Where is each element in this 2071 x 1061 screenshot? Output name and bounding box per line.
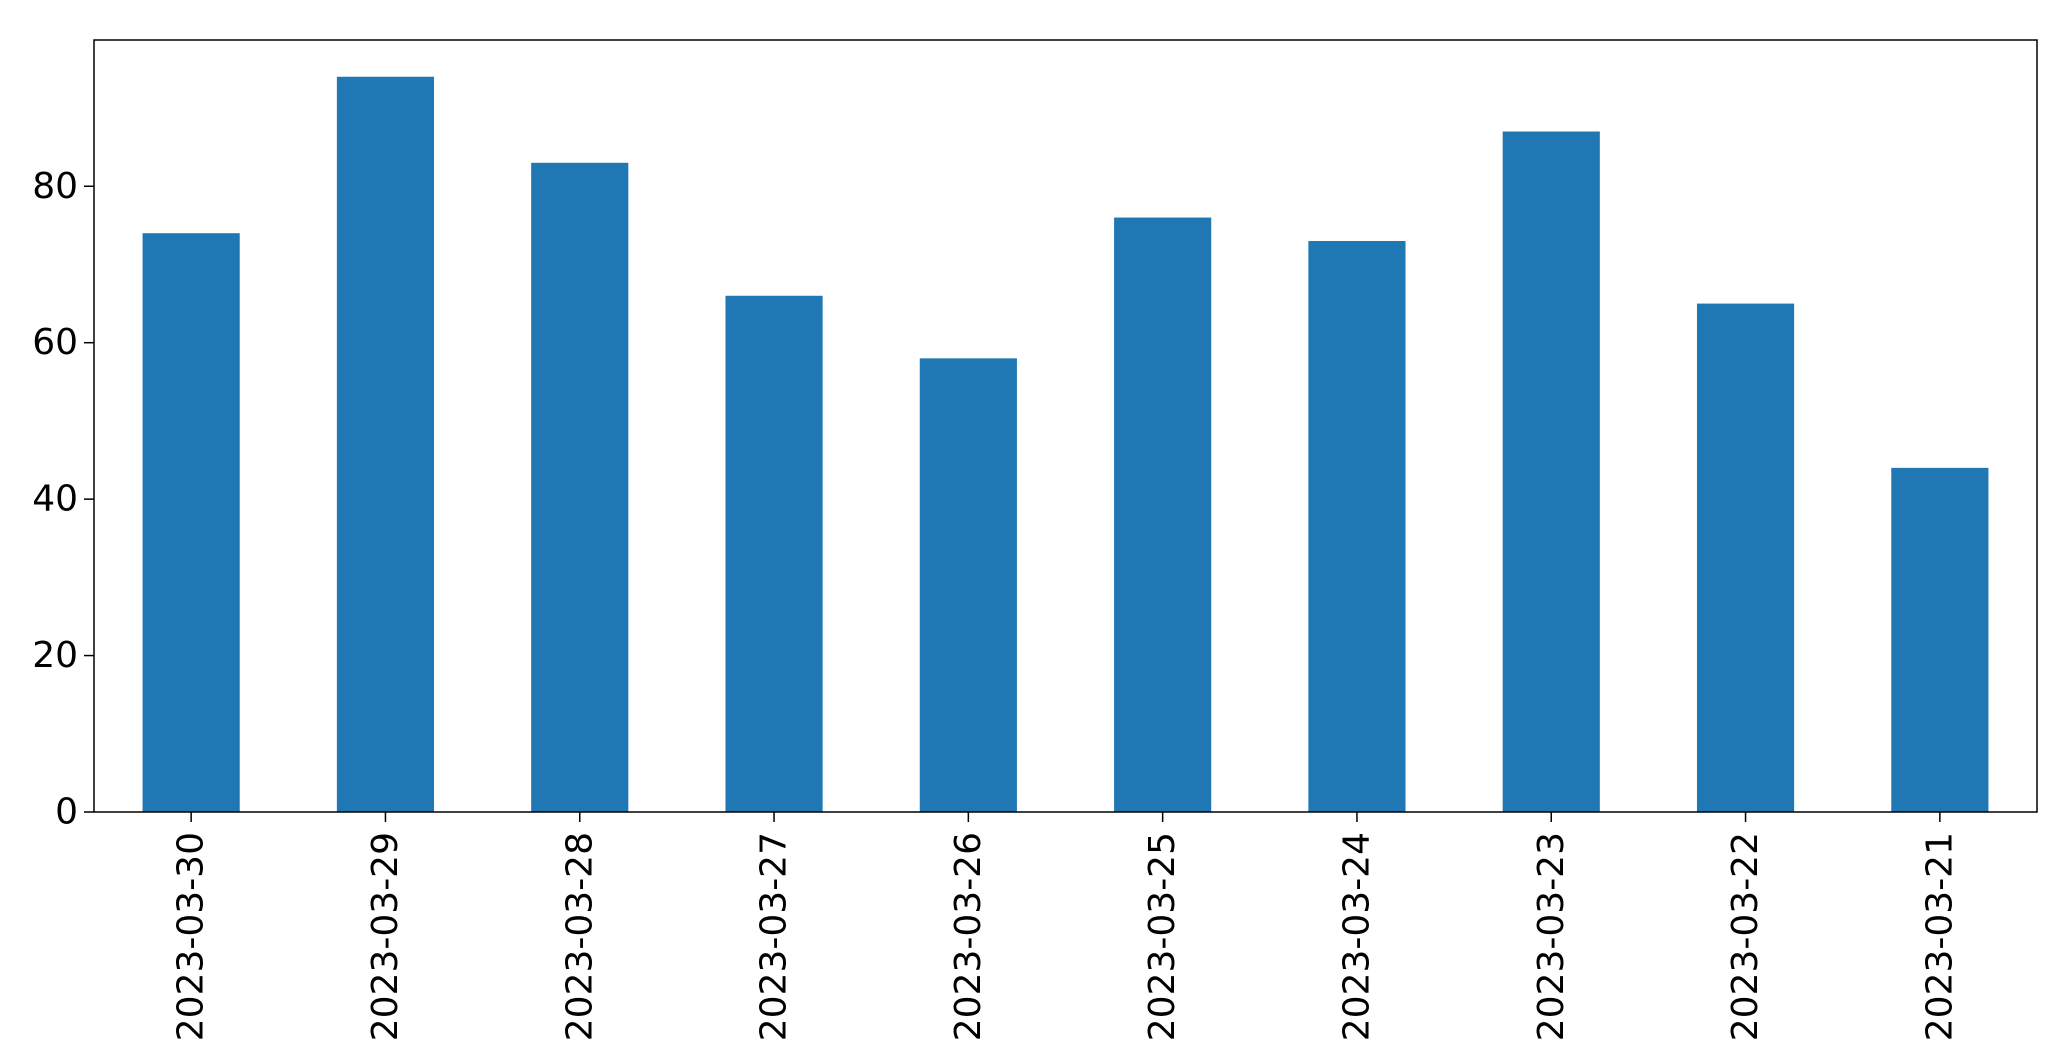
bar-2023-03-22 <box>1696 303 1795 812</box>
x-tick-label: 2023-03-30 <box>171 832 212 1041</box>
bars-layer <box>142 76 1989 813</box>
bar-2023-03-27 <box>725 295 823 812</box>
x-tick-label: 2023-03-29 <box>365 832 406 1041</box>
x-tick-label: 2023-03-27 <box>754 832 795 1041</box>
bar-2023-03-30 <box>142 233 240 812</box>
y-tick-label: 40 <box>32 479 78 520</box>
y-tick-label: 0 <box>55 792 78 833</box>
y-tick-label: 60 <box>32 322 78 363</box>
bar-2023-03-23 <box>1502 131 1600 812</box>
x-tick-label: 2023-03-21 <box>1919 832 1960 1041</box>
x-tick-label: 2023-03-26 <box>948 832 989 1041</box>
x-tick-label: 2023-03-25 <box>1142 832 1183 1041</box>
bar-2023-03-26 <box>919 358 1017 812</box>
bar-2023-03-28 <box>531 162 629 812</box>
bar-2023-03-29 <box>336 76 435 812</box>
x-axis: 2023-03-30 2023-03-29 2023-03-28 2023-03-27… <box>171 812 1960 1041</box>
bar-2023-03-21 <box>1891 467 1989 812</box>
bar-2023-03-24 <box>1308 241 1406 813</box>
x-tick-label: 2023-03-23 <box>1531 832 1572 1041</box>
y-tick-label: 80 <box>32 166 78 207</box>
x-tick-label: 2023-03-28 <box>559 832 600 1041</box>
x-tick-label: 2023-03-24 <box>1336 832 1377 1041</box>
bar-2023-03-25 <box>1114 217 1212 812</box>
x-tick-label: 2023-03-22 <box>1725 832 1766 1041</box>
plot-frame <box>93 39 2038 813</box>
y-tick-label: 20 <box>32 635 78 676</box>
y-axis: 0 20 40 60 80 <box>32 166 94 833</box>
